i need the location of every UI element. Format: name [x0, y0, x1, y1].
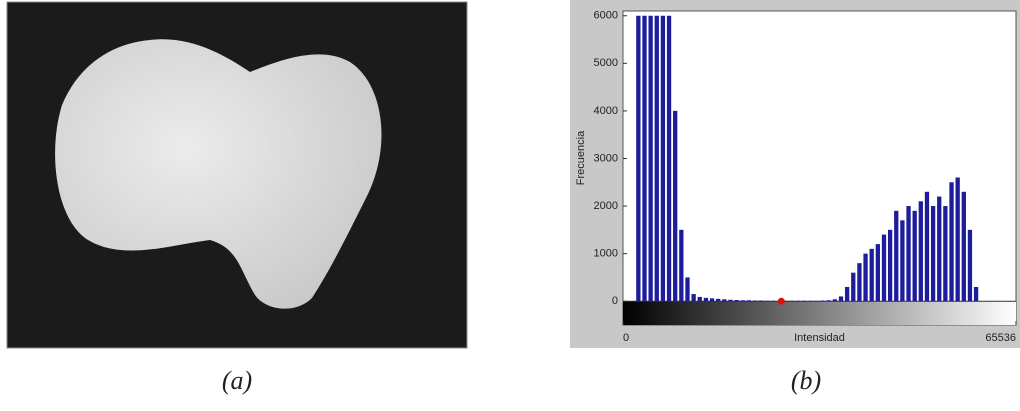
histogram-bar	[956, 178, 960, 302]
x-tick-label: 0	[623, 332, 629, 344]
histogram-bar	[722, 299, 726, 301]
histogram-bar	[857, 263, 861, 301]
histogram-bar	[691, 294, 695, 301]
histogram-bar	[679, 230, 683, 301]
histogram-bar	[949, 182, 953, 301]
histogram-bar	[962, 192, 966, 301]
y-axis-label: Frecuencia	[575, 130, 587, 185]
histogram-bar	[839, 296, 843, 301]
histogram-bar	[685, 277, 689, 301]
y-tick-label: 2000	[594, 200, 618, 212]
y-tick-label: 6000	[594, 10, 618, 22]
histogram-bar	[636, 16, 640, 301]
histogram-bar	[851, 273, 855, 302]
histogram-bar	[913, 211, 917, 301]
y-tick-label: 1000	[594, 248, 618, 260]
histogram-bar	[833, 299, 837, 301]
histogram-bar	[900, 220, 904, 301]
histogram-bar	[667, 16, 671, 301]
histogram-bar	[906, 206, 910, 301]
histogram-bar	[673, 111, 677, 301]
histogram-bar	[845, 287, 849, 301]
photo	[7, 2, 467, 348]
x-axis-label: Intensidad	[794, 332, 845, 344]
histogram-bar	[642, 16, 646, 301]
histogram-bar	[747, 300, 751, 301]
histogram-bar	[931, 206, 935, 301]
threshold-marker	[778, 298, 785, 305]
histogram-bar	[753, 300, 757, 301]
histogram-bar	[827, 300, 831, 301]
y-tick-label: 0	[612, 295, 618, 307]
histogram-bar	[710, 298, 714, 301]
histogram-bar	[919, 201, 923, 301]
histogram-bar	[655, 16, 659, 301]
histogram-bar	[882, 235, 886, 302]
histogram-bar	[937, 197, 941, 302]
histogram-bar	[968, 230, 972, 301]
caption: (a)	[222, 366, 252, 395]
histogram-bar	[741, 300, 745, 301]
histogram-bar	[759, 300, 763, 301]
x-tick-label: 65536	[985, 332, 1016, 344]
histogram-bar	[728, 300, 732, 301]
histogram-bar	[863, 254, 867, 302]
histogram-bar	[704, 298, 708, 301]
histogram-bar	[734, 300, 738, 301]
histogram-bar	[974, 287, 978, 301]
intensity-colorbar	[623, 301, 1016, 325]
histogram-bar	[870, 249, 874, 301]
histogram-bar	[648, 16, 652, 301]
histogram-bar	[888, 230, 892, 301]
y-tick-label: 3000	[594, 152, 618, 164]
y-tick-label: 5000	[594, 57, 618, 69]
histogram-bar	[716, 299, 720, 301]
histogram-bar	[661, 16, 665, 301]
histogram-bar	[943, 206, 947, 301]
histogram-bar	[925, 192, 929, 301]
histogram-bar	[820, 300, 824, 301]
caption: (b)	[791, 366, 821, 395]
histogram-bar	[698, 297, 702, 301]
y-tick-label: 4000	[594, 105, 618, 117]
histogram-bar	[894, 211, 898, 301]
histogram-bar	[876, 244, 880, 301]
